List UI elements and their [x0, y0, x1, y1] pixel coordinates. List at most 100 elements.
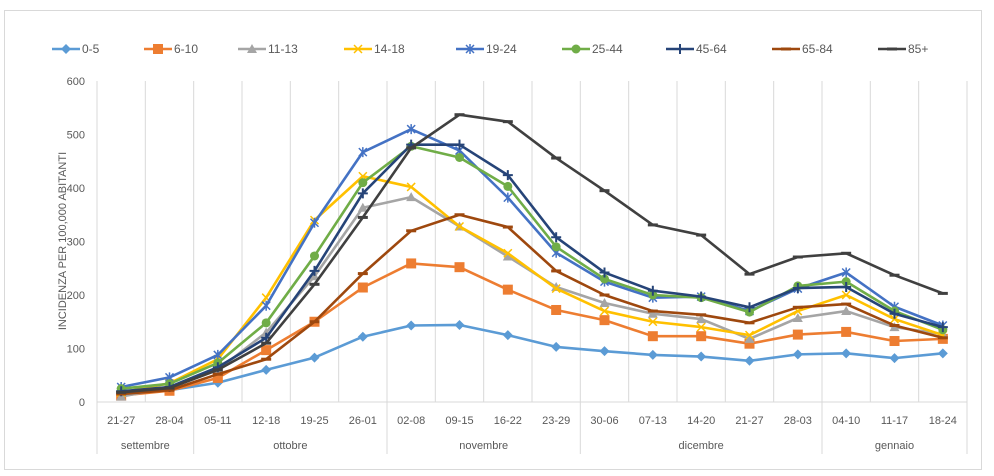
x-tick-label: 11-17: [881, 415, 908, 427]
data-point: [503, 181, 513, 191]
legend-marker: [465, 44, 475, 54]
data-point: [503, 192, 513, 203]
data-point: [309, 352, 320, 363]
data-point: [841, 281, 852, 292]
data-point: [551, 242, 561, 252]
data-point: [841, 267, 851, 278]
data-point: [696, 351, 707, 362]
legend-marker: [153, 44, 163, 54]
data-point: [357, 202, 368, 212]
legend-marker: [61, 44, 71, 54]
legend-label: 65-84: [802, 42, 833, 56]
data-point: [696, 331, 707, 342]
y-tick-label: 400: [67, 183, 85, 195]
series-line: [119, 144, 945, 390]
data-point: [455, 153, 464, 163]
month-label: settembre: [121, 440, 170, 452]
data-point: [502, 170, 513, 181]
y-tick-label: 200: [67, 290, 85, 302]
series-group: [116, 113, 948, 401]
y-axis-title: INCIDENZA PER 100,000 ABITANTI: [57, 152, 69, 330]
x-tick-label: 28-04: [155, 415, 183, 427]
data-point: [261, 345, 272, 356]
x-tick-label: 30-06: [590, 415, 618, 427]
data-point: [599, 298, 610, 308]
series-85plus: [116, 113, 948, 394]
x-tick-label: 23-29: [542, 415, 570, 427]
y-axis: 0 100 200 300 400 500 600: [67, 76, 85, 409]
data-point: [841, 290, 851, 300]
x-tick-label: 21-27: [735, 415, 763, 427]
data-point: [551, 341, 562, 352]
data-point: [647, 349, 658, 360]
legend-label: 85+: [908, 42, 928, 56]
x-tick-label: 21-27: [107, 415, 135, 427]
series-line: [119, 213, 945, 396]
series-65-84: [116, 213, 948, 396]
data-point: [841, 306, 852, 316]
data-point: [309, 265, 320, 276]
data-point: [454, 319, 465, 330]
data-point: [406, 320, 417, 331]
legend-label: 6-10: [174, 42, 198, 56]
data-point: [937, 322, 948, 333]
series-14-18: [116, 171, 948, 397]
x-tick-label: 16-22: [494, 415, 522, 427]
data-point: [406, 182, 416, 192]
legend-marker: [675, 44, 685, 54]
series-line: [119, 113, 945, 394]
legend-label: 25-44: [592, 42, 623, 56]
data-point: [454, 221, 465, 232]
x-tick-label: 09-15: [445, 415, 473, 427]
x-tick-label: 02-08: [397, 415, 425, 427]
month-label: gennaio: [875, 440, 914, 452]
data-point: [599, 267, 610, 278]
y-tick-label: 500: [67, 130, 85, 142]
y-tick-label: 100: [67, 344, 85, 356]
legend-item: 45-64: [666, 42, 727, 56]
data-point: [937, 348, 948, 359]
series-line: [119, 174, 945, 394]
data-point: [647, 331, 658, 342]
data-point: [309, 217, 320, 228]
legend-label: 11-13: [268, 42, 298, 56]
y-tick-label: 0: [79, 397, 85, 409]
data-point: [841, 277, 851, 287]
data-point: [261, 318, 271, 328]
data-point: [792, 329, 803, 340]
x-tick-label: 19-25: [300, 415, 328, 427]
data-point: [792, 349, 803, 360]
data-point: [406, 192, 417, 202]
x-tick-label: 05-11: [204, 415, 231, 427]
data-point: [889, 336, 900, 347]
data-point: [212, 372, 223, 383]
data-point: [358, 171, 368, 181]
data-point: [599, 346, 610, 357]
data-point: [744, 302, 755, 313]
legend-label: 0-5: [82, 42, 100, 56]
data-point: [647, 308, 658, 318]
data-point: [841, 348, 852, 359]
data-point: [792, 313, 803, 323]
data-point: [358, 147, 368, 158]
data-point: [310, 251, 319, 261]
data-point: [599, 306, 610, 316]
data-point: [502, 284, 513, 295]
data-point: [551, 284, 561, 294]
data-point: [889, 314, 900, 324]
legend-item: 19-24: [456, 42, 517, 56]
legend-item: 65-84: [772, 42, 833, 56]
month-label: novembre: [459, 440, 508, 452]
data-point: [744, 330, 755, 340]
data-point: [551, 304, 562, 315]
data-point: [502, 330, 513, 341]
data-point: [696, 291, 707, 302]
legend-item: 11-13: [238, 42, 298, 56]
legend-label: 14-18: [374, 42, 405, 56]
data-point: [792, 283, 803, 294]
data-point: [213, 349, 223, 360]
series-6-10: [116, 258, 948, 401]
x-tick-label: 12-18: [252, 415, 280, 427]
legend-marker: [571, 44, 581, 54]
